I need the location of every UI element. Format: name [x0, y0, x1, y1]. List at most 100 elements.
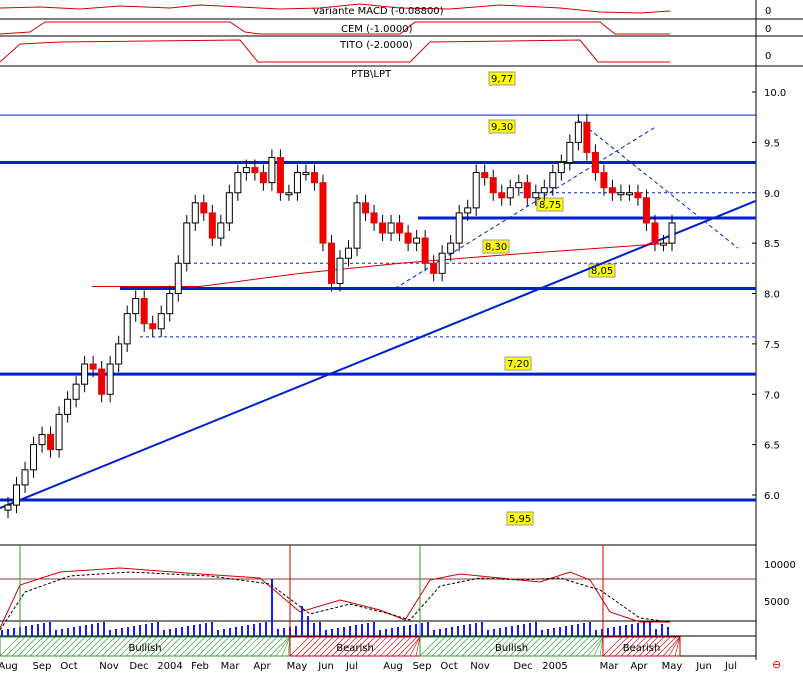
candle-body [276, 156, 284, 194]
sentiment-hatch [509, 636, 530, 657]
x-tick-label: Jul [724, 661, 737, 672]
y-tick-label: 6.0 [764, 491, 780, 502]
sentiment-hatch [437, 636, 458, 657]
candle-body [353, 202, 361, 249]
candle-body [140, 298, 148, 325]
x-tick-label: Jun [317, 661, 334, 672]
sentiment-hatch [461, 636, 482, 657]
candle-body [259, 172, 267, 184]
candle-body [404, 232, 412, 244]
x-tick-label: Mar [600, 661, 620, 672]
sentiment-hatch [313, 636, 334, 657]
sentiment-hatch [361, 636, 382, 657]
candle-body [370, 212, 378, 224]
x-tick-label: Apr [253, 661, 271, 672]
candle-body [574, 121, 582, 143]
candle-body [234, 172, 242, 194]
sentiment-hatch [191, 636, 212, 657]
candle-body [200, 202, 208, 214]
candle-body [438, 252, 446, 274]
candle-body [285, 192, 293, 196]
sentiment-hatch [581, 636, 602, 657]
sentiment-hatch [455, 636, 476, 657]
sentiment-label: Bullish [128, 643, 161, 654]
sentiment-hatch [557, 636, 578, 657]
candle-body [157, 313, 165, 330]
sentiment-hatch [0, 636, 20, 657]
candle-body [583, 121, 591, 153]
candle-body [319, 182, 327, 244]
sentiment-hatch [638, 636, 659, 657]
candle-body [625, 192, 633, 196]
sentiment-hatch [53, 636, 74, 657]
sentiment-hatch [602, 636, 623, 657]
tito-line [0, 39, 670, 63]
sentiment-hatch [449, 636, 470, 657]
level-label-box [536, 197, 564, 212]
sentiment-hatch [593, 636, 604, 657]
candle-body [464, 207, 472, 214]
sentiment-hatch [337, 636, 358, 657]
level-label-box [482, 239, 510, 254]
candle-body [345, 247, 353, 259]
price-panel: PTB\LPT 10.0 9.5 9.0 8.5 8.0 7.5 7.0 6.5 6.0 9,77… [0, 69, 786, 526]
candle-body [302, 172, 310, 176]
y-tick-label: 9.5 [764, 138, 780, 149]
sentiment-hatch [587, 636, 604, 657]
x-tick-label: Apr [630, 661, 648, 672]
candle-body [591, 151, 599, 174]
sentiment-hatch [569, 636, 590, 657]
sentiment-hatch [644, 636, 665, 657]
candle-body [115, 343, 123, 365]
sentiment-hatch [41, 636, 62, 657]
cem-zero: 0 [765, 24, 771, 35]
sentiment-hatch [521, 636, 542, 657]
sentiment-hatch [674, 636, 681, 657]
candle-body [532, 192, 540, 199]
x-tick-label: May [662, 661, 683, 672]
macd-zero: 0 [765, 6, 771, 17]
sentiment-hatch [467, 636, 488, 657]
sentiment-hatch [295, 636, 316, 657]
sentiment-hatch [155, 636, 176, 657]
sentiment-hatch [233, 636, 254, 657]
sentiment-hatch [545, 636, 566, 657]
sentiment-hatch [515, 636, 536, 657]
level-label: 9,77 [491, 74, 513, 85]
candle-body [557, 162, 565, 174]
sentiment-hatch [343, 636, 364, 657]
y-tick-label: 8.5 [764, 239, 780, 250]
y-tick-label: 9.0 [764, 189, 780, 200]
sentiment-label: Bullish [495, 643, 528, 654]
sentiment-hatch [197, 636, 218, 657]
candle-body [472, 172, 480, 209]
sentiment-hatch [656, 636, 677, 657]
candle-body [481, 172, 489, 179]
candle-body [430, 262, 438, 274]
sentiment-hatch [173, 636, 194, 657]
sentiment-hatch [17, 636, 38, 657]
level-label: 8,05 [591, 266, 613, 277]
x-tick-label: Oct [440, 661, 457, 672]
candle-body [123, 313, 131, 345]
x-tick-label: Jun [695, 661, 712, 672]
sentiment-hatch [409, 636, 421, 657]
sentiment-label: Bearish [336, 643, 374, 654]
info-icon[interactable]: ⊖ [772, 658, 781, 671]
level-label-box [488, 119, 516, 134]
candle-body [659, 242, 667, 246]
sentiment-hatch [473, 636, 494, 657]
sentiment-hatch [227, 636, 248, 657]
candle-body [81, 363, 89, 385]
sentiment-hatch [131, 636, 152, 657]
sentiment-label: Bearish [623, 643, 661, 654]
volume-tick-label: 5000 [764, 597, 789, 608]
candle-body [566, 141, 574, 164]
candle-body [310, 172, 318, 184]
candle-body [72, 383, 80, 400]
upper-channel-line [394, 126, 656, 289]
candle-body [387, 222, 395, 234]
candle-body [64, 398, 72, 415]
candle-body [540, 187, 548, 194]
x-tick-label: 2004 [157, 661, 182, 672]
